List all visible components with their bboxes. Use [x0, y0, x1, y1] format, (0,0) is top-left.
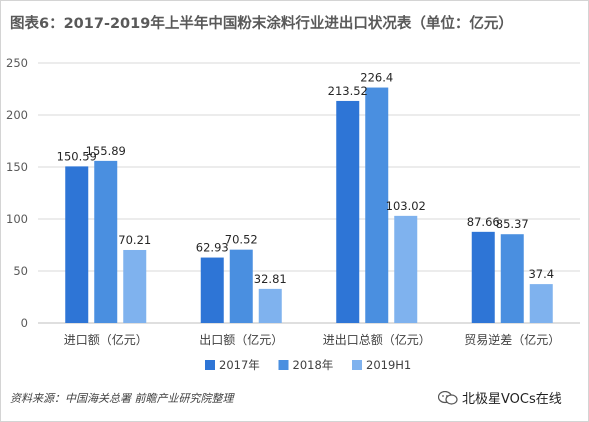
bars: [65, 87, 553, 323]
bar: [229, 249, 253, 323]
data-label: 213.52: [328, 84, 368, 98]
data-label: 87.66: [467, 215, 500, 229]
bar: [394, 215, 418, 323]
data-label: 155.89: [86, 144, 126, 158]
bar: [500, 234, 524, 323]
bar: [471, 231, 495, 323]
data-label: 226.4: [360, 71, 393, 85]
data-label: 70.21: [118, 233, 151, 247]
y-tick-label: 50: [13, 264, 28, 278]
y-tick-label: 0: [21, 316, 28, 330]
y-tick-label: 150: [6, 160, 28, 174]
bar: [529, 284, 553, 323]
y-tick-label: 250: [6, 56, 28, 70]
bar: [336, 100, 360, 323]
category-label: 贸易逆差（亿元）: [464, 332, 560, 347]
legend-label: 2017年: [219, 358, 260, 372]
brand-text: 北极星VOCs在线: [462, 392, 562, 407]
data-label: 70.52: [225, 233, 258, 247]
data-label: 62.93: [196, 241, 229, 255]
bar: [258, 288, 282, 323]
bar: [365, 87, 389, 323]
data-label: 32.81: [254, 272, 287, 286]
category-label: 进口额（亿元）: [64, 332, 148, 347]
y-tick-label: 100: [6, 212, 28, 226]
legend: 2017年 2018年 2019H1: [205, 358, 411, 372]
data-label: 37.4: [528, 267, 554, 281]
data-label: 103.02: [386, 199, 426, 213]
legend-swatch: [352, 360, 362, 370]
bar: [200, 257, 224, 323]
data-label: 150.59: [57, 149, 97, 163]
brand-watermark: 北极星VOCs在线: [438, 388, 562, 407]
chart-title: 图表6：2017-2019年上半年中国粉末涂料行业进出口状况表（单位：亿元）: [10, 16, 513, 32]
legend-swatch: [205, 360, 215, 370]
category-label: 进出口总额（亿元）: [323, 332, 431, 347]
x-axis: 进口额（亿元） 出口额（亿元） 进出口总额（亿元） 贸易逆差（亿元）: [64, 332, 561, 347]
legend-swatch: [278, 360, 289, 370]
legend-label: 2018年: [293, 358, 334, 372]
legend-label: 2019H1: [366, 358, 411, 372]
data-label: 85.37: [496, 217, 529, 231]
source-note: 资料来源：中国海关总署 前瞻产业研究院整理: [10, 392, 234, 405]
bar: [65, 166, 89, 323]
bar: [94, 160, 118, 323]
wechat-icon: [438, 391, 458, 405]
y-tick-label: 200: [6, 108, 28, 122]
bar: [123, 249, 147, 323]
category-label: 出口额（亿元）: [199, 332, 283, 347]
